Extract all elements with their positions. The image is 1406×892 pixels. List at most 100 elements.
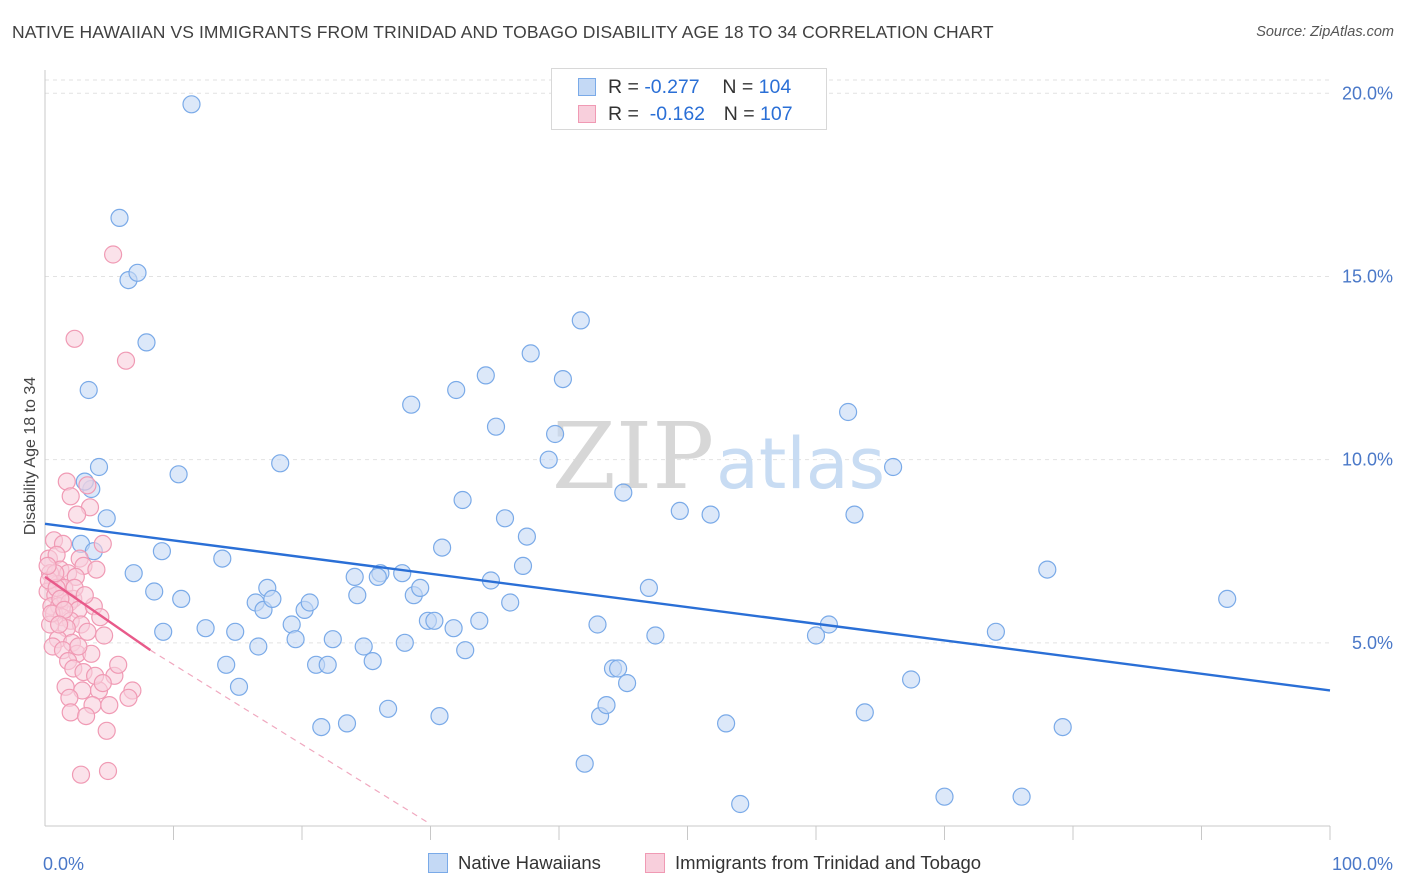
bottom-legend-swatch-pink [645,853,665,873]
point-native-hawaiians [425,611,444,630]
point-native-hawaiians [476,366,495,385]
point-native-hawaiians [393,564,412,583]
legend-r-label: R = [608,75,639,98]
chart-title: NATIVE HAWAIIAN VS IMMIGRANTS FROM TRINI… [12,22,994,42]
legend-row-native-hawaiians: R = -0.277 N = 104 [578,76,791,98]
point-native-hawaiians [883,457,903,477]
point-native-hawaiians [575,754,594,773]
point-native-hawaiians [935,787,954,806]
point-native-hawaiians [521,344,540,363]
watermark-zip: ZIP [552,403,714,510]
point-native-hawaiians [318,655,337,674]
source-credit: Source: ZipAtlas.com [1256,24,1394,40]
point-native-hawaiians [154,622,173,641]
point-trinidad-tobago [61,487,80,506]
legend-r-value: -0.277 [644,75,700,98]
point-trinidad-tobago [98,761,118,781]
point-trinidad-tobago [93,534,112,554]
point-native-hawaiians [495,509,515,528]
legend-n-value: 104 [758,75,792,98]
point-native-hawaiians [137,333,156,352]
bottom-legend-label: Immigrants from Trinidad and Tobago [675,852,982,873]
point-native-hawaiians [1012,787,1031,806]
point-native-hawaiians [901,670,921,689]
point-trinidad-tobago [87,560,106,579]
point-native-hawaiians [226,622,245,641]
bottom-legend-swatch-blue [428,853,448,873]
legend-r-label: R = [608,102,639,125]
point-native-hawaiians [169,465,188,484]
point-native-hawaiians [433,538,452,557]
point-native-hawaiians [617,673,637,693]
point-trinidad-tobago [119,688,138,707]
point-trinidad-tobago [65,329,84,348]
legend-n-label: N = [722,75,754,98]
point-native-hawaiians [229,677,249,696]
tick-labels: 5.0% 10.0% 15.0% 20.0% 0.0% 100.0% [43,83,1393,874]
point-native-hawaiians [444,619,463,638]
point-native-hawaiians [213,549,232,568]
point-trinidad-tobago [93,673,112,693]
point-native-hawaiians [845,505,864,524]
point-trinidad-tobago [103,245,123,264]
point-native-hawaiians [639,578,659,598]
point-native-hawaiians [411,578,430,598]
point-native-hawaiians [323,630,342,649]
point-native-hawaiians [571,311,590,330]
point-native-hawaiians [855,703,874,722]
point-native-hawaiians [368,567,387,587]
point-native-hawaiians [263,589,282,609]
point-native-hawaiians [89,457,109,477]
point-trinidad-tobago [71,765,91,784]
y-axis-label: Disability Age 18 to 34 [22,377,39,535]
point-native-hawaiians [128,263,147,282]
point-trinidad-tobago [69,637,88,656]
y-tick-label: 20.0% [1342,83,1393,103]
point-native-hawaiians [110,208,129,227]
point-native-hawaiians [217,655,236,674]
watermark: ZIP atlas [552,403,885,510]
point-native-hawaiians [300,593,319,612]
point-native-hawaiians [806,626,826,645]
legend-n-value: 107 [760,102,793,125]
point-trinidad-tobago [49,615,69,634]
y-tick-label: 5.0% [1352,633,1393,653]
point-native-hawaiians [249,637,268,656]
point-native-hawaiians [517,527,537,546]
point-native-hawaiians [447,380,466,400]
trend-lines [44,522,1331,825]
point-native-hawaiians [716,714,736,733]
point-native-hawaiians [838,402,858,422]
x-tick-label: 100.0% [1332,854,1393,874]
legend-n-label: N = [723,102,755,125]
point-native-hawaiians [539,450,558,469]
bottom-legend-native-hawaiians: Native Hawaiians [428,852,601,874]
point-native-hawaiians [430,706,449,726]
axes [44,70,1331,840]
point-native-hawaiians [1053,717,1072,737]
grid-lines [45,79,1330,644]
point-native-hawaiians [196,619,215,638]
point-native-hawaiians [453,490,472,510]
series-points [38,95,1237,814]
point-native-hawaiians [379,699,398,718]
point-trinidad-tobago [94,626,114,645]
bottom-legend-trinidad: Immigrants from Trinidad and Tobago [645,852,981,874]
point-native-hawaiians [614,483,633,502]
point-native-hawaiians [345,567,364,587]
point-trinidad-tobago [78,622,97,641]
point-native-hawaiians [1038,560,1057,579]
point-trinidad-tobago [61,703,80,722]
point-native-hawaiians [701,505,720,524]
legend-r-value: -0.162 [649,102,706,125]
stats-legend: R = -0.277 N = 104 R = -0.162 N = 107 [551,68,827,130]
point-native-hawaiians [337,714,357,733]
point-native-hawaiians [986,622,1006,641]
point-trinidad-tobago [97,721,116,740]
y-tick-label: 10.0% [1342,450,1393,470]
point-native-hawaiians [172,589,191,609]
point-native-hawaiians [470,611,489,630]
point-native-hawaiians [145,582,164,601]
point-trinidad-tobago [116,351,136,370]
